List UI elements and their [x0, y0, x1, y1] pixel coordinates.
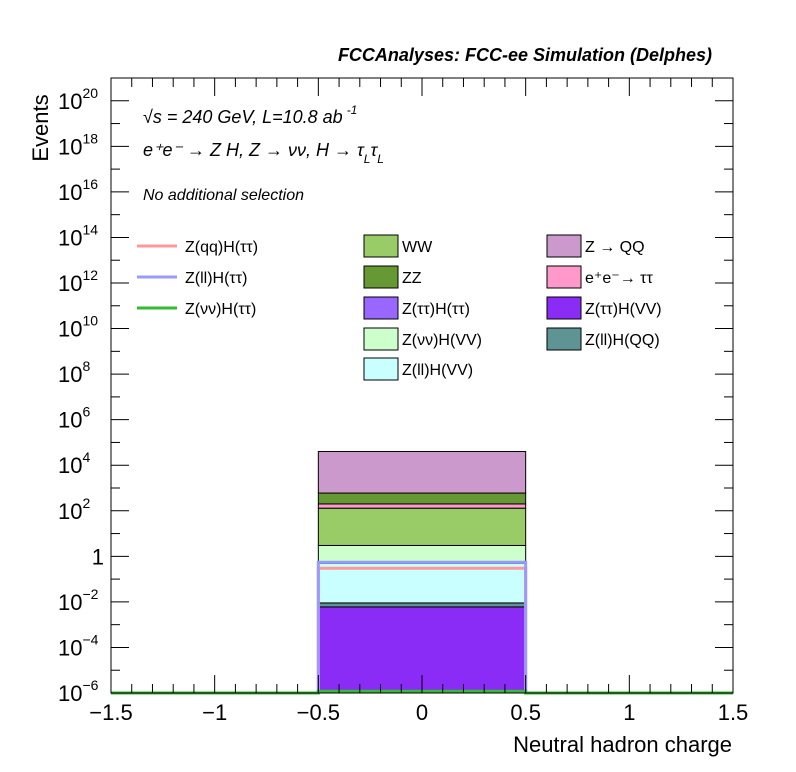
stack-bar-6: [317, 492, 527, 505]
legend-color-swatch: [546, 296, 582, 320]
legend-label: Z(ll)H(ττ): [185, 270, 247, 287]
legend: Z(qq)H(ττ) Z(ll)H(ττ) Z(νν)H(ττ) WW ZZ Z(ττ)H…: [137, 234, 662, 381]
stack-bar-4: [317, 507, 527, 546]
legend-label: ZZ: [402, 270, 422, 287]
stack-bar-5: [317, 503, 527, 509]
y-tick-label: 1: [92, 544, 104, 569]
x-tick-label: 0: [416, 700, 428, 725]
y-tick-label: 1020: [58, 85, 98, 114]
y-tick-label: 1016: [58, 176, 98, 205]
legend-color-swatch: [363, 327, 399, 351]
y-tick-label: 10−6: [58, 677, 99, 706]
legend-label: WW: [402, 239, 433, 256]
y-axis-label: Events: [28, 94, 53, 161]
y-tick-label: 104: [58, 449, 90, 478]
stack-bar-7: [317, 451, 527, 494]
legend-color-swatch: [546, 265, 582, 289]
y-tick-label: 10−2: [58, 586, 99, 615]
x-tick-label: −1.5: [89, 700, 132, 725]
y-tick-label: 10−4: [58, 631, 99, 660]
legend-color-swatch: [363, 357, 399, 381]
legend-label: Z(ττ)H(ττ): [402, 301, 470, 318]
x-tick-label: −1: [202, 700, 227, 725]
x-tick-label: −0.5: [297, 700, 340, 725]
y-tick-label: 106: [58, 404, 90, 433]
legend-color-swatch: [546, 234, 582, 258]
legend-color-swatch: [546, 327, 582, 351]
legend-label: Z(ττ)H(VV): [585, 301, 662, 318]
legend-label: e⁺e⁻→ ττ: [585, 270, 653, 287]
legend-label: Z(ll)H(VV): [402, 362, 473, 379]
process-annotation: e⁺e⁻ → Z H, Z → νν, H → τLτL: [143, 140, 384, 166]
legend-label: Z(ll)H(QQ): [585, 332, 660, 349]
x-axis-label: Neutral hadron charge: [513, 732, 732, 757]
chart-title: FCCAnalyses: FCC-ee Simulation (Delphes): [338, 45, 712, 65]
y-tick-label: 1018: [58, 130, 98, 159]
legend-color-swatch: [363, 234, 399, 258]
stack-bar-3: [317, 544, 527, 564]
y-tick-label: 1014: [58, 221, 98, 250]
x-tick-label: 0.5: [510, 700, 541, 725]
x-tick-label: 1.5: [718, 700, 749, 725]
legend-color-swatch: [363, 265, 399, 289]
legend-label: Z(νν)H(VV): [402, 332, 482, 349]
legend-label: Z(qq)H(ττ): [185, 239, 258, 256]
stacked-bars: [317, 451, 527, 694]
y-tick-label: 1010: [58, 313, 98, 342]
stack-bar-1: [317, 602, 527, 608]
legend-label: Z(νν)H(ττ): [185, 301, 256, 318]
x-tick-label: 1: [623, 700, 635, 725]
energy-annotation: √s = 240 GeV, L=10.8 ab -1: [143, 103, 357, 127]
selection-annotation: No additional selection: [143, 187, 304, 204]
y-tick-label: 108: [58, 358, 90, 387]
x-axis: −1.5 −1 −0.5 0 0.5 1 1.5: [89, 78, 748, 725]
y-tick-label: 102: [58, 495, 90, 524]
legend-label: Z → QQ: [585, 239, 645, 256]
y-tick-label: 1012: [58, 267, 98, 296]
legend-color-swatch: [363, 296, 399, 320]
